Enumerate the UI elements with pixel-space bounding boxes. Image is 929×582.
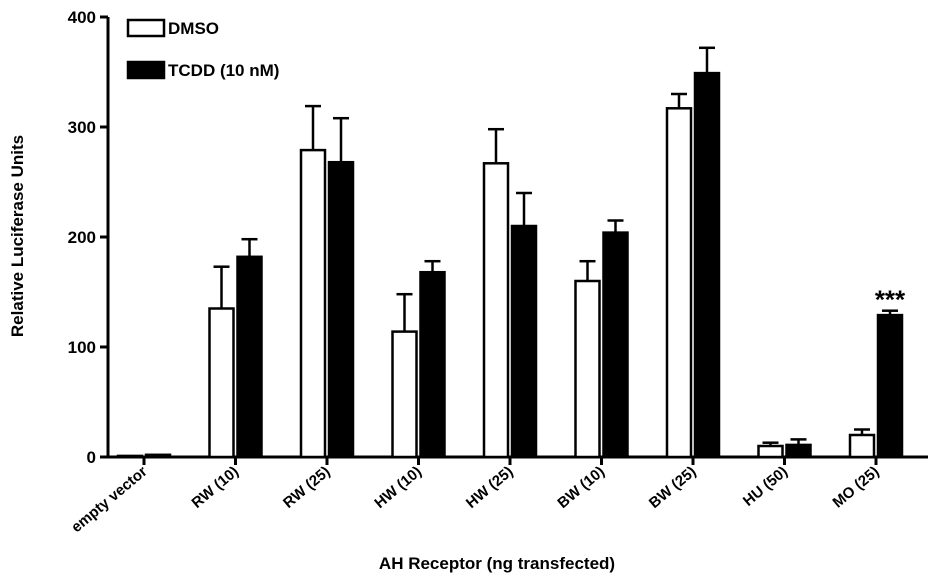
legend-swatch <box>126 60 166 80</box>
legend-label: TCDD (10 nM) <box>168 61 279 80</box>
y-tick-label: 0 <box>87 448 96 467</box>
x-tick-label: HU (50) <box>740 463 791 510</box>
bar-tcdd <box>327 160 355 459</box>
bar-dmso <box>116 454 144 459</box>
y-axis-label: Relative Luciferase Units <box>8 135 27 337</box>
bar-dmso <box>757 444 784 459</box>
x-tick-label: RW (25) <box>280 463 333 512</box>
tick-labels: 0 100 200 300 400 <box>68 8 878 467</box>
category-labels: empty vector RW (10) RW (25) HW (10) HW (25)… <box>68 463 882 536</box>
bar-dmso <box>391 330 418 459</box>
bar-tcdd <box>876 313 904 459</box>
x-tick-label: HW (25) <box>463 463 517 512</box>
bar-dmso <box>848 433 876 459</box>
bar-dmso <box>482 162 510 459</box>
bar-dmso <box>574 279 601 459</box>
x-tick-label: BW (10) <box>554 463 608 512</box>
legend-swatch <box>126 18 166 38</box>
bar-tcdd <box>602 231 629 459</box>
bar-tcdd <box>144 453 172 459</box>
significance-annotation: *** <box>875 285 906 315</box>
bar-tcdd <box>419 270 446 459</box>
bar-tcdd <box>693 71 721 459</box>
bar-dmso <box>299 148 327 459</box>
x-tick-label: empty vector <box>68 463 151 536</box>
y-tick-label: 300 <box>68 118 96 137</box>
y-tick-label: 100 <box>68 338 96 357</box>
x-axis-label: AH Receptor (ng transfected) <box>379 554 615 573</box>
bar-tcdd <box>236 255 263 459</box>
legend: DMSO TCDD (10 nM) <box>126 18 279 80</box>
x-tick-label: RW (10) <box>189 463 242 512</box>
bars <box>116 46 904 459</box>
x-tick-label: MO (25) <box>829 463 882 511</box>
bar-dmso <box>208 307 235 459</box>
y-tick-label: 400 <box>68 8 96 27</box>
y-tick-label: 200 <box>68 228 96 247</box>
bar-tcdd <box>785 443 812 459</box>
legend-label: DMSO <box>168 19 219 38</box>
x-tick-label: BW (25) <box>646 463 700 512</box>
x-tick-label: HW (10) <box>371 463 425 512</box>
bar-tcdd <box>510 224 538 459</box>
annotations: *** <box>875 285 906 315</box>
bar-dmso <box>665 107 693 459</box>
